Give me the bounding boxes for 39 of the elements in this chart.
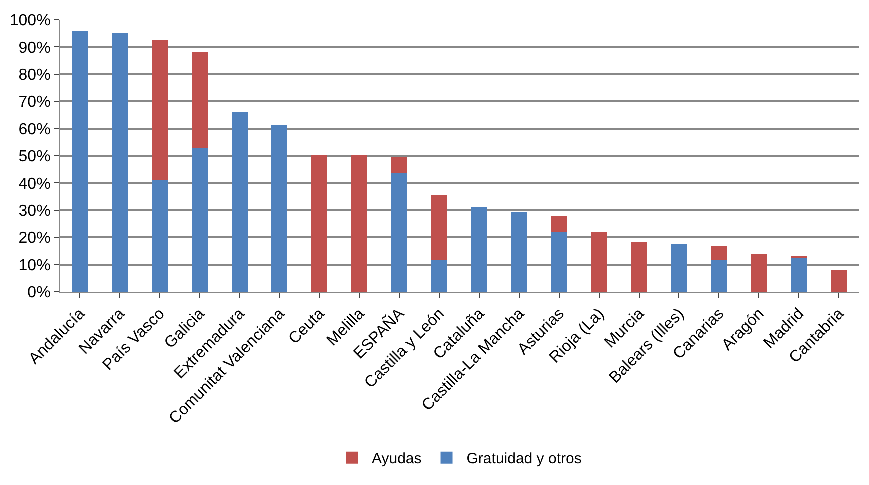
bar	[312, 155, 328, 292]
bar	[831, 270, 848, 292]
bar	[471, 207, 488, 292]
bar	[272, 124, 288, 292]
bar	[432, 260, 448, 292]
bar	[152, 40, 168, 180]
bar	[72, 30, 88, 292]
y-tick-label: 30%	[18, 203, 51, 220]
bar	[112, 34, 128, 292]
bar	[192, 148, 208, 292]
bar	[791, 258, 808, 292]
bar	[631, 242, 648, 292]
bar	[352, 155, 368, 292]
legend-label: Ayudas	[372, 450, 422, 468]
y-tick-label: 10%	[18, 257, 51, 274]
y-tick-label: 90%	[18, 40, 51, 57]
bar	[711, 260, 728, 292]
bar	[152, 180, 168, 292]
bar	[432, 194, 448, 261]
y-tick-label: 80%	[18, 67, 51, 84]
bar	[232, 112, 248, 292]
bar	[751, 254, 768, 292]
bar	[591, 232, 608, 292]
bar	[511, 212, 528, 292]
y-tick-label: 100%	[10, 12, 51, 30]
bar	[551, 216, 568, 232]
y-tick-label: 60%	[18, 121, 51, 138]
bar	[551, 232, 568, 292]
bar	[192, 52, 208, 148]
y-tick-label: 70%	[18, 94, 51, 112]
y-tick-label: 0%	[28, 284, 51, 302]
y-tick-label: 50%	[18, 148, 51, 166]
legend-label: Gratuidad y otros	[466, 450, 582, 468]
bar	[711, 246, 728, 261]
y-tick-label: 20%	[18, 230, 51, 248]
bar	[671, 244, 688, 292]
bar	[392, 157, 408, 174]
y-tick-label: 40%	[18, 176, 51, 193]
bar	[392, 174, 408, 292]
